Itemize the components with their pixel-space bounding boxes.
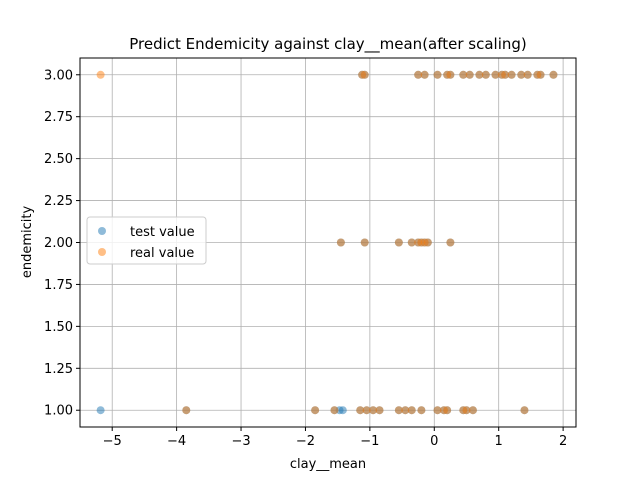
point-real-value — [423, 238, 432, 247]
y-tick-label: 1.75 — [44, 278, 73, 293]
point-real-value — [182, 406, 191, 415]
legend-label-test-value: test value — [130, 225, 195, 240]
point-real-value — [394, 406, 403, 415]
point-real-value — [96, 70, 105, 79]
legend-marker-real-value — [98, 248, 106, 256]
point-real-value — [414, 70, 423, 79]
y-axis-label: endemicity — [20, 206, 35, 279]
point-real-value — [417, 406, 426, 415]
point-real-value — [549, 70, 558, 79]
point-real-value — [462, 406, 471, 415]
point-real-value — [311, 406, 320, 415]
x-tick-label: −4 — [167, 434, 186, 449]
point-real-value — [401, 406, 410, 415]
point-real-value — [465, 70, 474, 79]
point-real-value — [491, 70, 500, 79]
point-real-value — [507, 70, 516, 79]
point-real-value — [536, 70, 545, 79]
point-test-value — [338, 406, 347, 415]
point-real-value — [433, 70, 442, 79]
legend-marker-test-value — [98, 227, 106, 235]
point-real-value — [459, 70, 468, 79]
x-tick-label: −5 — [103, 434, 122, 449]
point-real-value — [517, 70, 526, 79]
point-real-value — [481, 70, 490, 79]
x-tick-label: 2 — [559, 434, 567, 449]
point-real-value — [407, 406, 416, 415]
legend-label-real-value: real value — [130, 246, 194, 261]
y-tick-label: 2.75 — [44, 110, 73, 125]
point-test-value — [96, 406, 105, 415]
x-tick-label: −1 — [360, 434, 379, 449]
grid — [80, 58, 576, 427]
y-tick-label: 2.25 — [44, 194, 73, 209]
point-real-value — [468, 406, 477, 415]
point-real-value — [362, 406, 371, 415]
point-real-value — [446, 70, 455, 79]
y-tick-label: 3.00 — [44, 68, 73, 83]
point-real-value — [475, 70, 484, 79]
y-tick-label: 1.25 — [44, 362, 73, 377]
point-real-value — [330, 406, 339, 415]
point-real-value — [360, 70, 369, 79]
x-axis-label: clay__mean — [290, 457, 366, 472]
x-tick-label: 0 — [430, 434, 438, 449]
legend-box — [86, 216, 207, 265]
point-real-value — [394, 238, 403, 247]
point-real-value — [443, 406, 452, 415]
y-tick-label: 1.00 — [44, 404, 73, 419]
x-tick-label: −3 — [231, 434, 250, 449]
data-points — [96, 70, 558, 415]
chart-title: Predict Endemicity against clay__mean(af… — [129, 35, 527, 54]
point-real-value — [520, 406, 529, 415]
point-real-value — [407, 238, 416, 247]
point-real-value — [336, 238, 345, 247]
x-tick-label: 1 — [495, 434, 503, 449]
point-real-value — [369, 406, 378, 415]
point-real-value — [523, 70, 532, 79]
point-real-value — [501, 70, 510, 79]
point-real-value — [420, 70, 429, 79]
x-tick-label: −2 — [296, 434, 315, 449]
point-real-value — [356, 406, 365, 415]
y-tick-label: 2.00 — [44, 236, 73, 251]
point-real-value — [446, 238, 455, 247]
legend: test value real value — [86, 216, 207, 265]
point-real-value — [375, 406, 384, 415]
point-real-value — [360, 238, 369, 247]
axis-ticks: −5 −4 −3 −2 −1 0 1 2 1.00 1.25 1.50 1.75 2.00 2.25 2.5… — [44, 68, 567, 449]
y-tick-label: 1.50 — [44, 320, 73, 335]
y-tick-label: 2.50 — [44, 152, 73, 167]
point-real-value — [433, 406, 442, 415]
